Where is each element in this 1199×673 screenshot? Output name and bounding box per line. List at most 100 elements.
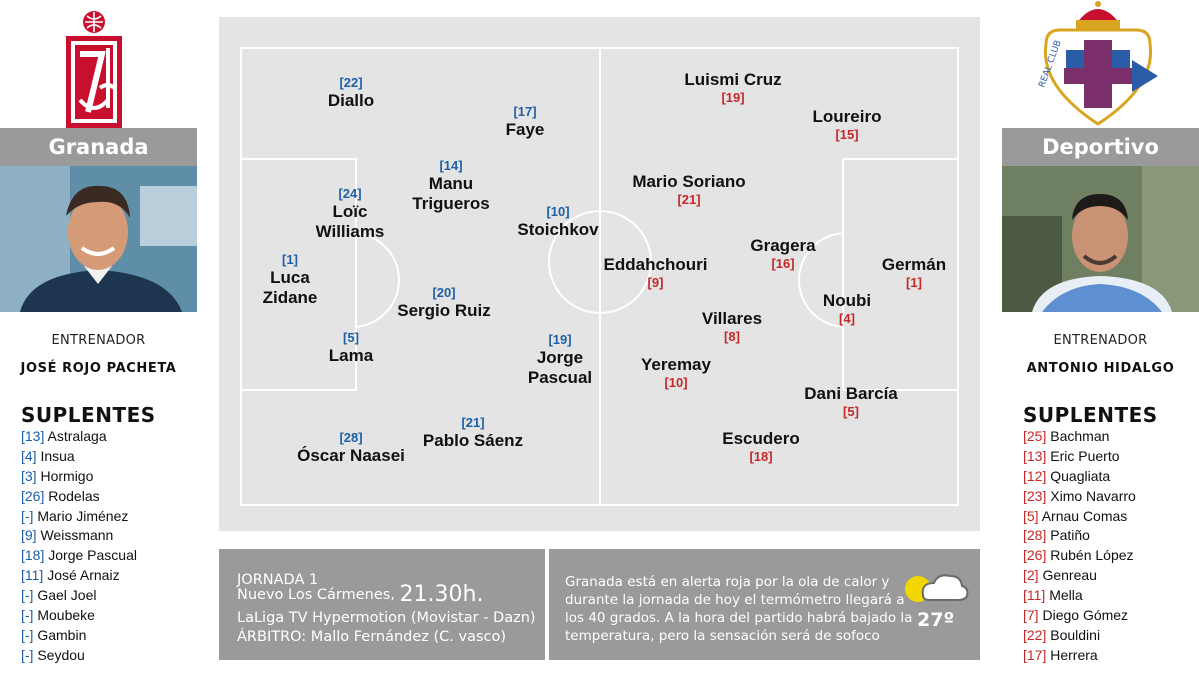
sub-number: [3] (21, 467, 37, 484)
sub-number: [28] (1023, 527, 1047, 544)
away-player: Villares [8] (701, 309, 763, 344)
home-subs-title: SUPLENTES (21, 403, 156, 427)
sub-name: Arnau Comas (1041, 507, 1128, 524)
away-player: Yeremay [10] (641, 355, 711, 390)
temperature: 27º (917, 609, 955, 631)
sub-item: [9] Weissmann (21, 526, 137, 546)
away-subs-title: SUPLENTES (1023, 403, 1158, 427)
sub-number: [11] (21, 567, 44, 584)
sub-item: [5] Arnau Comas (1023, 507, 1136, 527)
weather-line: los 40 grados. A la hora del partido hab… (565, 610, 913, 626)
home-player: [21] Pablo Sáenz (422, 415, 524, 450)
sub-number: [12] (1023, 467, 1047, 484)
sub-name: Quagliata (1050, 467, 1111, 484)
sub-name: Hormigo (40, 467, 94, 484)
sub-item: [4] Insua (21, 447, 137, 467)
sub-name: Moubeke (37, 607, 95, 624)
away-player: Eddahchouri [9] (603, 255, 708, 290)
left-penalty-area (240, 158, 357, 391)
sub-name: Mella (1049, 587, 1083, 604)
sub-number: [-] (21, 646, 34, 663)
venue-time: Nuevo Los Cármenes, 21.30h. (237, 582, 484, 607)
away-coach-photo (1002, 166, 1199, 312)
sub-item: [18] Jorge Pascual (21, 546, 137, 566)
sub-item: [26] Rodelas (21, 487, 137, 507)
home-player: [28] Óscar Naasei (297, 430, 405, 465)
sub-item: [7] Diego Gómez (1023, 606, 1136, 626)
sub-number: [17] (1023, 646, 1047, 663)
sub-name: Ximo Navarro (1050, 487, 1136, 504)
sub-item: [-] Mario Jiménez (21, 507, 137, 527)
sub-number: [2] (1023, 567, 1039, 584)
sub-number: [-] (21, 587, 34, 604)
sub-item: [17] Herrera (1023, 646, 1136, 666)
home-player: [22] Diallo (327, 75, 375, 110)
sub-number: [26] (1023, 547, 1047, 564)
sub-name: Insua (40, 447, 75, 464)
referee: ÁRBITRO: Mallo Fernández (C. vasco) (237, 629, 507, 645)
away-player: Loureiro [15] (812, 107, 882, 142)
sub-item: [12] Quagliata (1023, 467, 1136, 487)
away-player: Escudero [18] (722, 429, 800, 464)
sub-item: [-] Moubeke (21, 606, 137, 626)
away-coach-name: ANTONIO HIDALGO (1026, 361, 1175, 376)
sub-number: [-] (21, 507, 34, 524)
sub-name: Bouldini (1050, 626, 1101, 643)
weather-line: temperatura, pero la sensación será de s… (565, 628, 880, 644)
sub-number: [26] (21, 487, 45, 504)
away-team-banner: Deportivo (1002, 128, 1199, 166)
sub-number: [18] (21, 547, 45, 564)
sub-number: [22] (1023, 626, 1047, 643)
away-player: Germán [1] (881, 255, 947, 290)
sub-number: [5] (1023, 507, 1039, 524)
away-subs-list: [25] Bachman [13] Eric Puerto [12] Quaglia… (1023, 427, 1136, 666)
sub-name: Weissmann (40, 527, 114, 544)
sub-name: Diego Gómez (1042, 607, 1129, 624)
sub-item: [-] Gambin (21, 626, 137, 646)
home-coach-photo (0, 166, 197, 312)
right-penalty-area (842, 158, 959, 391)
weather-box: Granada está en alerta roja por la ola d… (549, 549, 980, 660)
weather-line: Granada está en alerta roja por la ola d… (565, 574, 890, 590)
away-coach-title: ENTRENADOR (1053, 333, 1148, 348)
sub-name: Herrera (1050, 646, 1098, 663)
sub-name: Jorge Pascual (48, 547, 137, 564)
sub-item: [3] Hormigo (21, 467, 137, 487)
sub-item: [25] Bachman (1023, 427, 1136, 447)
home-player: [24] Loïc Williams (315, 186, 385, 241)
jornada: JORNADA 1 (237, 572, 319, 588)
sub-number: [4] (21, 447, 37, 464)
sub-name: Patiño (1050, 527, 1090, 544)
sub-number: [13] (1023, 447, 1047, 464)
deportivo-crest: REAL CLUB (1032, 0, 1166, 128)
home-player: [1] Luca Zidane (262, 252, 318, 307)
sub-name: Mario Jiménez (37, 507, 129, 524)
sub-number: [-] (21, 626, 34, 643)
sub-name: Seydou (37, 646, 85, 663)
home-player: [5] Lama (328, 330, 374, 365)
sub-number: [23] (1023, 487, 1047, 504)
sub-item: [11] José Arnaiz (21, 566, 137, 586)
sub-name: Rubén López (1050, 547, 1134, 564)
match-info-box: JORNADA 1 Nuevo Los Cármenes, 21.30h. La… (219, 549, 545, 660)
sub-name: José Arnaiz (47, 567, 120, 584)
home-coach-name: JOSÉ ROJO PACHETA (20, 361, 177, 376)
sub-number: [7] (1023, 607, 1039, 624)
away-player: Mario Soriano [21] (632, 172, 746, 207)
sub-name: Gambin (37, 626, 87, 643)
away-player: Gragera [16] (750, 236, 816, 271)
sub-item: [26] Rubén López (1023, 546, 1136, 566)
sub-name: Gael Joel (37, 587, 97, 604)
sub-number: [9] (21, 527, 37, 544)
home-player: [20] Sergio Ruiz (397, 285, 491, 320)
sub-number: [-] (21, 607, 34, 624)
home-player: [14] Manu Trigueros (412, 158, 490, 213)
sub-name: Eric Puerto (1050, 447, 1120, 464)
sub-number: [25] (1023, 428, 1047, 444)
away-player: Noubi [4] (822, 291, 872, 326)
sub-item: [13] Eric Puerto (1023, 447, 1136, 467)
tv-info: LaLiga TV Hypermotion (Movistar - Dazn) (237, 610, 536, 626)
sub-item: [28] Patiño (1023, 526, 1136, 546)
sub-item: [2] Genreau (1023, 566, 1136, 586)
sub-name: Bachman (1050, 428, 1110, 444)
